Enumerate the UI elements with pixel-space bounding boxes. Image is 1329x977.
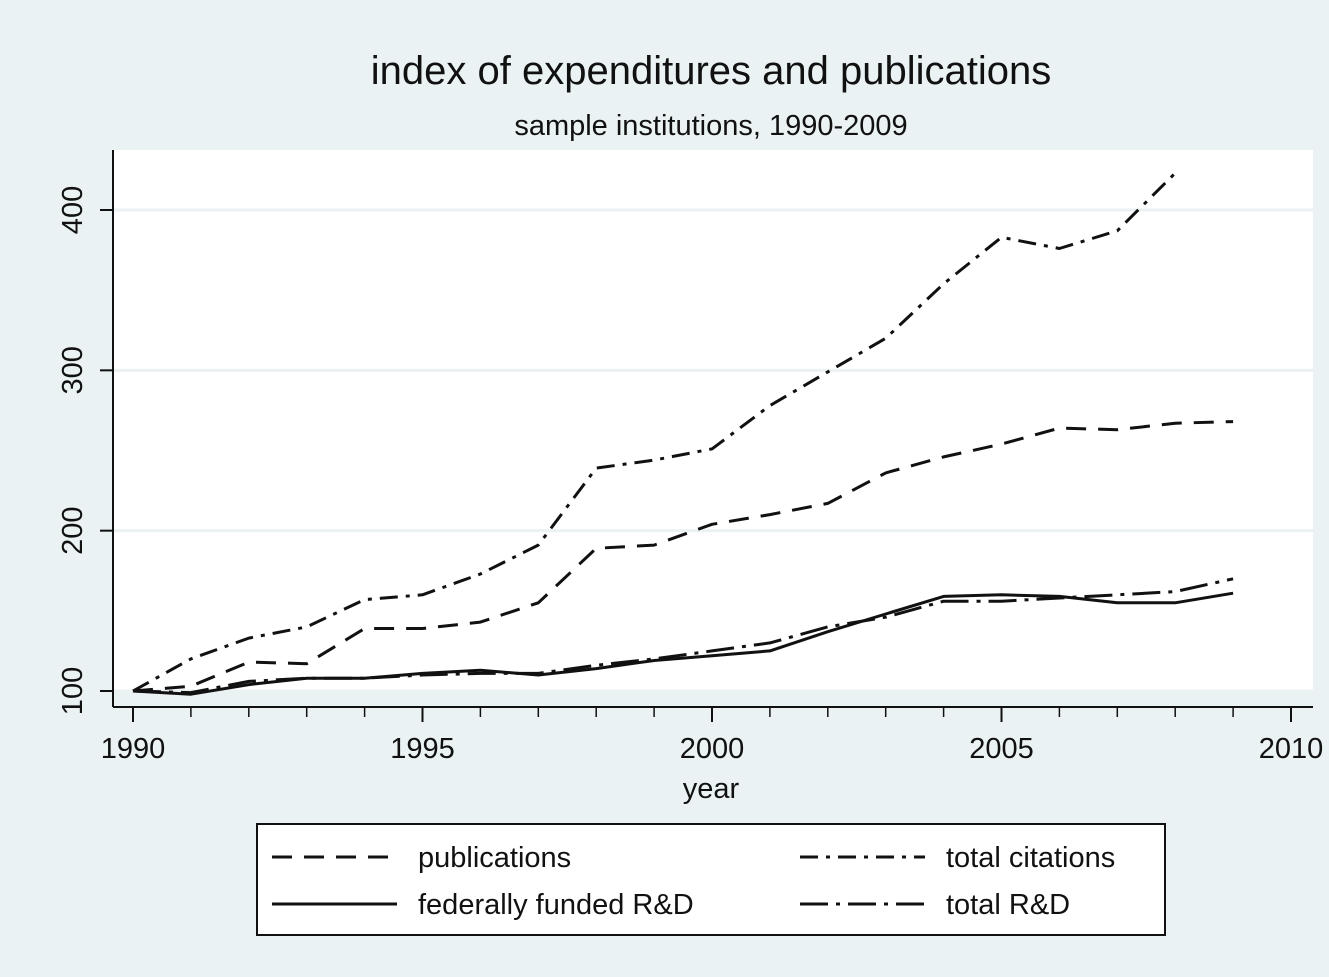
- y-tick-label-100: 100: [57, 667, 89, 715]
- y-tick-label-400: 400: [57, 186, 89, 234]
- legend-label-2: federally funded R&D: [418, 889, 694, 921]
- y-tick-label-300: 300: [57, 346, 89, 394]
- y-axis-ticks: 100 200 300 400: [57, 186, 113, 715]
- legend-label-0: publications: [418, 842, 571, 874]
- grid-lines: [113, 208, 1313, 693]
- legend-box: [256, 823, 1166, 936]
- series-line-2: [132, 591, 1234, 696]
- x-tick-label-2000: 2000: [680, 733, 745, 765]
- chart-subtitle: sample institutions, 1990-2009: [514, 110, 907, 142]
- x-tick-label-1995: 1995: [390, 733, 455, 765]
- x-axis-ticks: 1990 1995 2000 2005 2010: [101, 707, 1324, 765]
- x-axis-label: year: [683, 773, 740, 805]
- x-tick-label-1990: 1990: [101, 733, 166, 765]
- y-tick-label-200: 200: [57, 506, 89, 554]
- plot-area: [113, 150, 1313, 691]
- legend-label-3: total R&D: [946, 889, 1070, 921]
- x-tick-label-2010: 2010: [1259, 733, 1324, 765]
- series-lines: [132, 172, 1234, 696]
- legend: publications total citations federally fun…: [272, 842, 1115, 921]
- chart-title: index of expenditures and publications: [371, 49, 1051, 93]
- series-line-0: [132, 420, 1234, 693]
- series-line-3: [132, 577, 1234, 695]
- legend-label-1: total citations: [946, 842, 1115, 874]
- x-tick-label-2005: 2005: [969, 733, 1034, 765]
